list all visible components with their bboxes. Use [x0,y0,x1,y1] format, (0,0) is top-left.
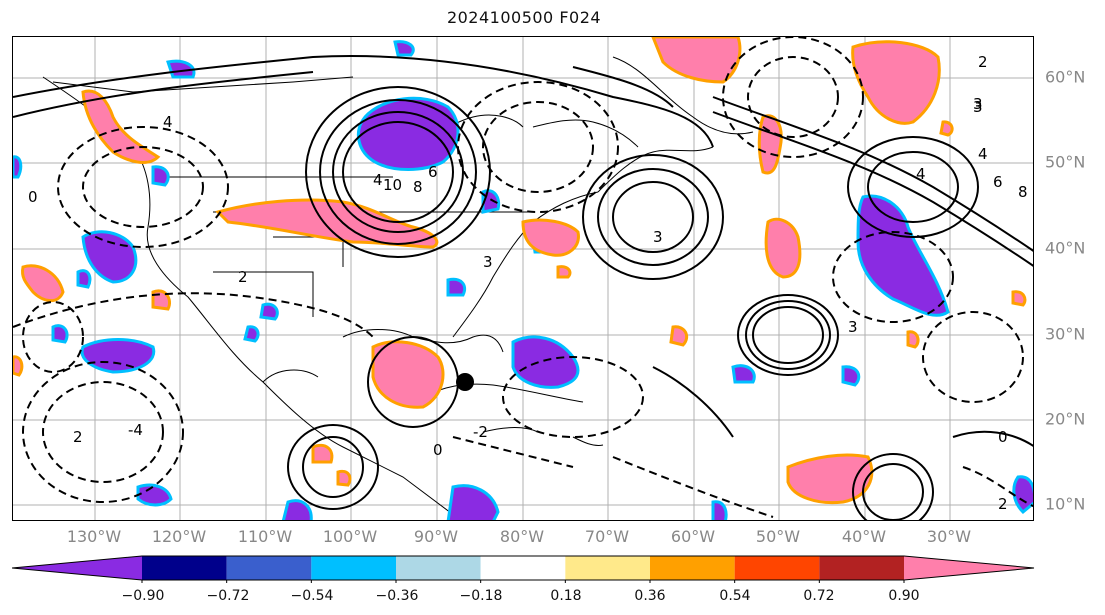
lon-label: 50°W [755,527,801,546]
lat-label: 20°N [1045,409,1086,429]
contour-label: 4 [163,113,173,131]
lon-label: 40°W [841,527,887,546]
colorbar-tick: 0.36 [634,588,666,604]
colorbar-segment [142,556,227,580]
contour-label: 2 [978,53,988,71]
colorbar-segment [311,556,396,580]
contour-label: 4 [916,165,926,183]
contour-label: -4 [128,421,143,439]
contour-label: 0 [433,441,443,459]
contour-label: 0 [998,428,1008,446]
colorbar-segment [226,556,312,580]
colorbar-tick: 0.90 [888,588,920,604]
contour-label: 6 [993,173,1003,191]
contour-label: 3 [483,253,493,271]
colorbar-segment [819,556,904,580]
contour-label: 3 [973,95,983,113]
lon-label: 70°W [584,527,630,546]
lon-label: 30°W [926,527,972,546]
colorbar-tick: 0.54 [719,588,751,604]
contour-label: 3 [973,98,983,116]
lon-label: 110°W [237,527,293,546]
positive-anomaly-regions [13,37,1027,505]
contour-label: 8 [1018,183,1028,201]
colorbar-tick: −0.54 [290,588,334,604]
colorbar-tick: −0.72 [206,588,250,604]
colorbar-segment [734,556,820,580]
colorbar-segment [396,556,481,580]
colorbar-segment [650,556,735,580]
colorbar-tick: −0.18 [459,588,503,604]
colorbar-tick: −0.90 [121,588,165,604]
map-title: 2024100500 F024 [446,8,602,27]
contour-label: -2 [473,423,488,441]
map-panel: 4 8 10 6 8 4 3 4 6 3 2 0 -2 -4 2 3 0 2 3… [12,36,1034,521]
weather-map: 4 8 10 6 8 4 3 4 6 3 2 0 -2 -4 2 3 0 2 3… [13,37,1033,520]
lon-label: 120°W [151,527,207,546]
colorbar-tick: 0.18 [550,588,582,604]
contour-label: 2 [73,428,83,446]
lat-label: 40°N [1045,238,1086,258]
lon-label: 130°W [66,527,122,546]
solid-contours [13,55,1033,520]
lon-label: 80°W [499,527,545,546]
contour-label: 4 [978,145,988,163]
colorbar-segment [904,556,1034,580]
lat-label: 10°N [1045,494,1086,514]
lon-label: 60°W [670,527,716,546]
contour-label: 4 [373,171,383,189]
colorbar-svg [12,555,1035,583]
contour-label: 2 [998,495,1008,513]
colorbar-segment [565,556,650,580]
storm-center-marker [456,373,474,391]
contour-label: 6 [428,163,438,181]
colorbar-tick: −0.36 [375,588,419,604]
contour-label: 0 [28,188,38,206]
contour-label: 10 [383,176,402,194]
contour-label: 3 [653,228,663,246]
contour-labels: 4 8 10 6 8 4 3 4 6 3 2 0 -2 -4 2 3 0 2 3… [28,53,1028,513]
contour-label: 2 [238,268,248,286]
contour-label: 8 [413,178,423,196]
colorbar-segment [480,556,566,580]
contour-label: 3 [848,318,858,336]
colorbar-segment [12,556,142,580]
dashed-contours [13,37,1033,518]
lon-label: 100°W [322,527,378,546]
colorbar-tick: 0.72 [803,588,835,604]
lat-label: 30°N [1045,324,1086,344]
lat-label: 60°N [1045,67,1086,87]
lat-label: 50°N [1045,152,1086,172]
colorbar [12,553,1036,583]
lon-label: 90°W [413,527,459,546]
